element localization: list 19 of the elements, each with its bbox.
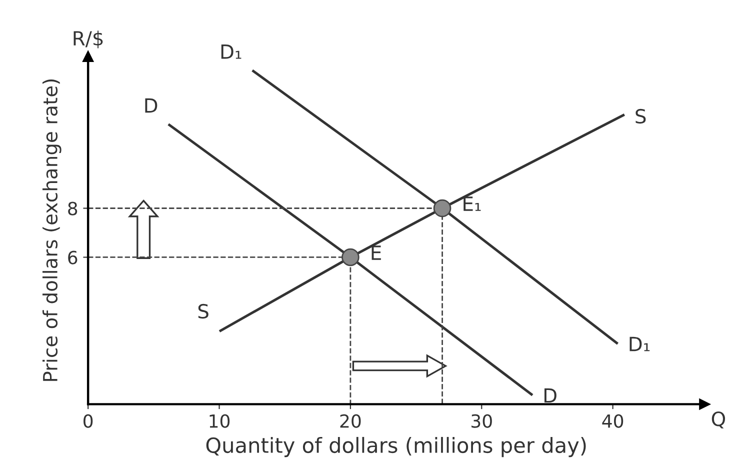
annotation: E₁ (464, 196, 481, 211)
annotation: D₁ (221, 44, 242, 59)
x-tick-label: 20 (340, 414, 361, 428)
text: Q (712, 412, 726, 428)
y-axis-title: Price of dollars (exchange rate) (42, 79, 62, 381)
text: R/$ (74, 30, 103, 48)
x-tick-label: 40 (602, 414, 624, 428)
y-tick-label: 8 (68, 202, 78, 216)
series-label: S (636, 108, 646, 124)
series-label: D (544, 388, 556, 403)
x-tick-label: 10 (210, 414, 230, 428)
annotation: D (145, 98, 158, 113)
y-tick-label: 6 (68, 250, 78, 264)
annotation: S (198, 304, 208, 319)
series-label: D₁ (630, 336, 650, 352)
x-tick-label: 30 (472, 414, 492, 428)
x-axis-title: Quantity of dollars (millions per day) (206, 436, 586, 458)
annotation: E (372, 246, 381, 260)
x-tick-label: 0 (84, 414, 93, 428)
